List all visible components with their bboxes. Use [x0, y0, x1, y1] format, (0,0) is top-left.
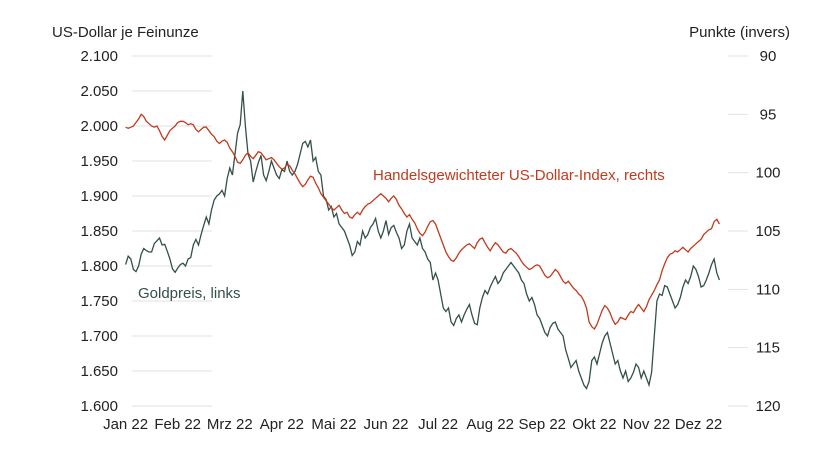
right-tick-label: 115	[756, 340, 780, 357]
left-axis-ticks: 2.100 2.050 2.000 1.950 1.900 1.850 1.800 1.750…	[80, 48, 118, 415]
series-line-usd-index	[125, 113, 720, 331]
left-tick-label: 1.600	[80, 398, 118, 415]
right-tick-label: 90	[760, 48, 777, 65]
series-label-gold: Goldpreis, links	[138, 285, 241, 302]
left-tick-label: 1.650	[80, 363, 118, 380]
x-tick-label: Mai 22	[311, 416, 356, 433]
x-tick-label: Okt 22	[572, 416, 616, 433]
right-axis-ticks: 90 95 100 105 110 115 120	[755, 48, 780, 415]
x-tick-label: Dez 22	[675, 416, 723, 433]
x-tick-label: Aug 22	[466, 416, 514, 433]
left-tick-label: 1.700	[80, 328, 118, 345]
left-axis-title: US-Dollar je Feinunze	[52, 24, 199, 41]
grid-lines	[132, 55, 748, 407]
x-tick-label: Feb 22	[154, 416, 201, 433]
left-tick-label: 1.800	[80, 258, 118, 275]
right-tick-label: 105	[755, 223, 780, 240]
x-tick-label: Apr 22	[260, 416, 304, 433]
x-tick-label: Mrz 22	[207, 416, 253, 433]
x-tick-label: Jun 22	[363, 416, 408, 433]
left-tick-label: 2.050	[80, 83, 118, 100]
right-tick-label: 120	[755, 398, 780, 415]
x-tick-label: Sep 22	[518, 416, 566, 433]
left-tick-label: 1.950	[80, 153, 118, 170]
x-tick-label: Jan 22	[103, 416, 148, 433]
x-axis-ticks: Jan 22 Feb 22 Mrz 22 Apr 22 Mai 22 Jun 22 Jul …	[103, 416, 722, 433]
left-tick-label: 1.900	[80, 188, 118, 205]
left-tick-label: 2.000	[80, 118, 118, 135]
left-tick-label: 1.750	[80, 293, 118, 310]
right-tick-label: 95	[760, 106, 777, 123]
right-tick-label: 110	[756, 281, 780, 298]
series-label-usd-index: Handelsgewichteter US-Dollar-Index, rech…	[373, 167, 665, 184]
x-tick-label: Nov 22	[623, 416, 671, 433]
series-line-gold	[124, 90, 721, 390]
left-tick-label: 2.100	[80, 48, 118, 65]
x-tick-label: Jul 22	[418, 416, 458, 433]
left-tick-label: 1.850	[80, 223, 118, 240]
right-tick-label: 100	[755, 165, 780, 182]
right-axis-title: Punkte (invers)	[689, 24, 790, 41]
